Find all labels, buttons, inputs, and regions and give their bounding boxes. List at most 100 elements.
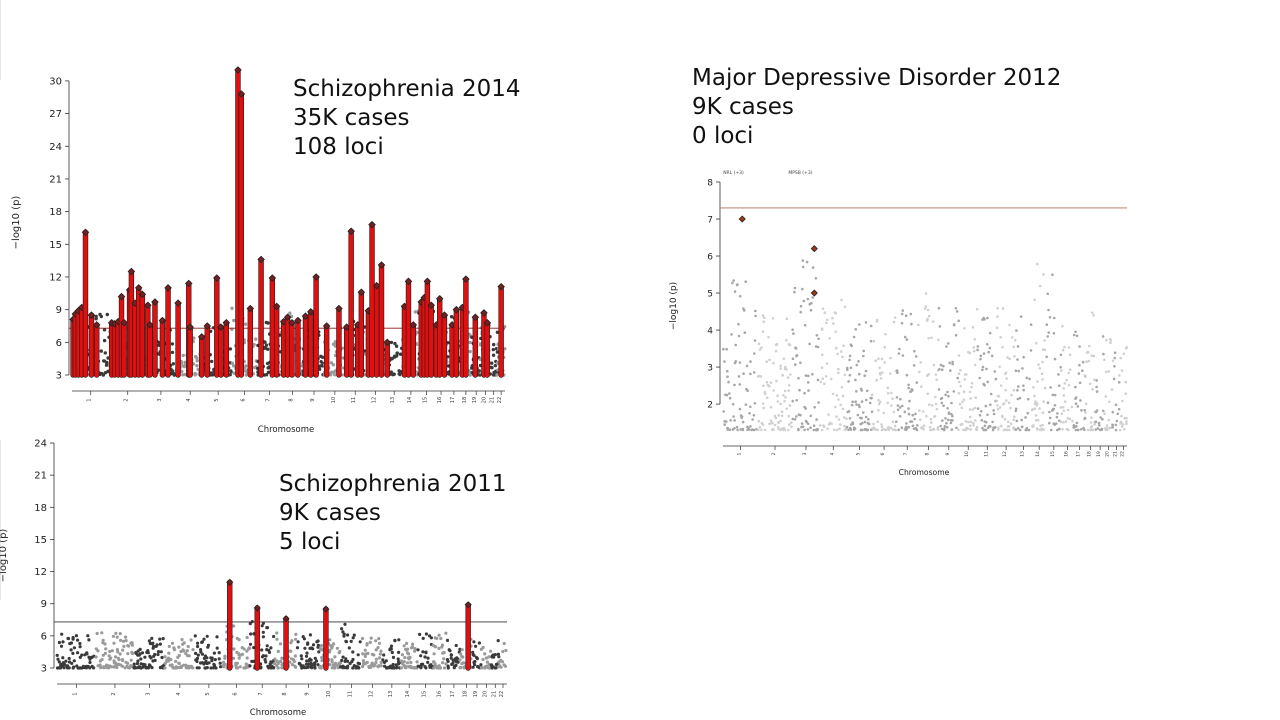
data-point bbox=[794, 347, 798, 350]
data-point bbox=[288, 649, 292, 653]
data-point bbox=[760, 428, 763, 432]
data-point bbox=[379, 664, 383, 668]
data-point bbox=[889, 372, 892, 375]
data-point bbox=[403, 656, 407, 660]
data-point bbox=[937, 338, 940, 342]
data-point bbox=[813, 406, 816, 409]
x-axis-label: Chromosome bbox=[258, 425, 314, 435]
lead-snp-marker bbox=[312, 273, 320, 281]
data-point bbox=[839, 423, 842, 426]
data-point bbox=[786, 376, 790, 379]
data-point bbox=[207, 661, 211, 665]
data-point bbox=[979, 357, 982, 361]
data-point bbox=[1007, 401, 1011, 405]
data-point bbox=[1028, 377, 1031, 381]
data-point bbox=[960, 406, 964, 410]
data-point bbox=[112, 641, 116, 645]
data-point bbox=[918, 370, 921, 374]
data-point bbox=[338, 649, 342, 654]
data-point bbox=[1094, 428, 1098, 431]
data-point bbox=[340, 658, 344, 662]
data-point bbox=[296, 640, 300, 644]
data-point bbox=[985, 367, 988, 371]
data-point bbox=[762, 406, 765, 410]
x-tick-label: 14 bbox=[1035, 451, 1041, 457]
y-tick-label: 5 bbox=[707, 290, 713, 300]
data-point bbox=[110, 649, 114, 653]
data-point bbox=[975, 308, 979, 311]
data-point bbox=[1016, 345, 1020, 348]
lead-snp-marker bbox=[383, 338, 392, 347]
data-point bbox=[961, 400, 964, 404]
data-point bbox=[313, 656, 317, 660]
data-point bbox=[749, 425, 752, 428]
x-tick-label: 5 bbox=[205, 692, 211, 695]
data-point bbox=[1012, 418, 1016, 422]
data-point bbox=[772, 428, 775, 432]
x-tick-label: 11 bbox=[983, 451, 989, 457]
data-point bbox=[399, 666, 403, 670]
data-point bbox=[946, 407, 949, 410]
points-group bbox=[722, 259, 1129, 432]
data-point bbox=[1123, 428, 1126, 431]
data-point bbox=[938, 325, 942, 328]
data-point bbox=[926, 308, 930, 312]
lead-snp-marker bbox=[272, 302, 281, 311]
data-point bbox=[103, 642, 107, 646]
data-point bbox=[117, 658, 121, 662]
data-point bbox=[997, 426, 1000, 429]
data-point bbox=[976, 348, 979, 352]
data-point bbox=[1074, 402, 1078, 405]
data-point bbox=[496, 652, 500, 656]
data-point bbox=[748, 412, 751, 415]
data-point bbox=[130, 651, 135, 656]
data-point bbox=[724, 420, 728, 423]
data-point bbox=[848, 354, 852, 358]
data-point bbox=[1114, 428, 1118, 432]
data-point bbox=[865, 398, 868, 402]
data-point bbox=[243, 665, 248, 669]
data-point bbox=[976, 407, 980, 410]
data-point bbox=[240, 652, 245, 656]
data-point bbox=[983, 317, 986, 321]
data-point bbox=[106, 369, 110, 374]
data-point bbox=[72, 646, 76, 650]
data-point bbox=[981, 365, 985, 369]
data-point bbox=[444, 631, 448, 635]
data-point bbox=[728, 396, 732, 400]
data-point bbox=[1091, 428, 1095, 432]
x-tick-label: 12 bbox=[368, 691, 374, 697]
lead-snp-marker bbox=[452, 305, 461, 314]
data-point bbox=[361, 652, 365, 656]
data-point bbox=[827, 413, 830, 416]
data-point bbox=[235, 661, 239, 665]
data-point bbox=[1036, 402, 1039, 405]
data-point bbox=[147, 663, 151, 667]
data-point bbox=[901, 404, 904, 408]
data-point bbox=[311, 643, 316, 647]
data-point bbox=[894, 428, 897, 432]
data-point bbox=[729, 419, 732, 422]
data-point bbox=[772, 389, 775, 392]
data-point bbox=[907, 425, 911, 429]
data-point bbox=[1081, 369, 1084, 372]
data-point bbox=[1013, 415, 1016, 418]
data-point bbox=[1038, 284, 1042, 288]
data-point bbox=[456, 660, 460, 664]
data-point bbox=[407, 657, 411, 661]
lead-snp-marker bbox=[186, 323, 194, 331]
data-point bbox=[487, 655, 491, 659]
data-point bbox=[67, 666, 71, 670]
data-point bbox=[124, 635, 128, 639]
data-point bbox=[1059, 366, 1062, 369]
data-point bbox=[199, 650, 203, 654]
data-point bbox=[1077, 372, 1081, 375]
lead-snp-marker bbox=[440, 311, 449, 319]
data-point bbox=[975, 425, 979, 429]
data-point bbox=[495, 373, 499, 377]
data-point bbox=[762, 384, 765, 388]
data-point bbox=[733, 383, 736, 387]
data-point bbox=[935, 407, 939, 411]
data-point bbox=[426, 656, 430, 660]
caption-schizophrenia-2014: Schizophrenia 2014 35K cases 108 loci bbox=[293, 75, 521, 162]
